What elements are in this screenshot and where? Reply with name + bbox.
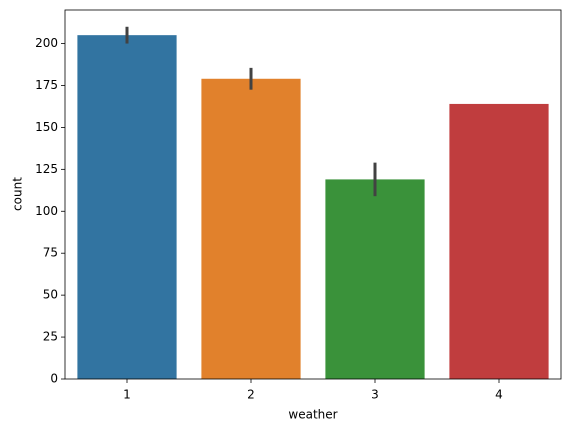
y-tick-label: 25 xyxy=(43,330,58,344)
bar xyxy=(325,179,425,379)
bar xyxy=(449,103,549,379)
y-tick-label: 125 xyxy=(35,162,58,176)
x-tick-label: 3 xyxy=(371,388,379,402)
y-tick-label: 75 xyxy=(43,246,58,260)
y-axis-label: count xyxy=(11,177,25,211)
y-tick-label: 200 xyxy=(35,36,58,50)
bar xyxy=(77,35,177,380)
y-tick-label: 150 xyxy=(35,120,58,134)
bar xyxy=(201,78,301,379)
x-axis-label: weather xyxy=(288,408,337,422)
y-tick-label: 0 xyxy=(50,372,58,386)
y-tick-label: 50 xyxy=(43,288,58,302)
x-tick-label: 4 xyxy=(495,388,503,402)
axes-frame xyxy=(64,9,562,380)
y-tick-label: 175 xyxy=(35,78,58,92)
x-tick-label: 1 xyxy=(123,388,131,402)
y-tick-label: 100 xyxy=(35,204,58,218)
x-tick-label: 2 xyxy=(247,388,255,402)
